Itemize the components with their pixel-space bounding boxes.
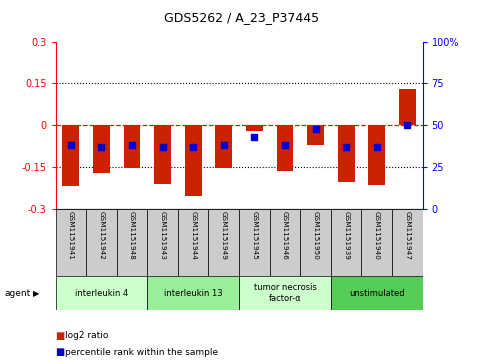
Text: GSM1151950: GSM1151950	[313, 211, 319, 260]
Bar	[331, 276, 423, 310]
Bar	[147, 209, 178, 276]
Point	[128, 142, 136, 148]
Point	[373, 144, 381, 150]
Text: GSM1151940: GSM1151940	[374, 211, 380, 260]
Point	[189, 144, 197, 150]
Bar	[124, 125, 141, 168]
Bar	[369, 125, 385, 185]
Text: GSM1151942: GSM1151942	[99, 211, 104, 260]
Bar	[93, 125, 110, 172]
Text: percentile rank within the sample: percentile rank within the sample	[65, 348, 218, 356]
Bar	[56, 276, 147, 310]
Text: GSM1151948: GSM1151948	[129, 211, 135, 260]
Text: ■: ■	[56, 347, 65, 357]
Bar	[239, 276, 331, 310]
Bar	[246, 125, 263, 131]
Bar	[239, 209, 270, 276]
Bar	[62, 125, 79, 187]
Bar	[215, 125, 232, 168]
Text: GSM1151944: GSM1151944	[190, 211, 196, 260]
Text: GSM1151947: GSM1151947	[404, 211, 411, 260]
Text: GSM1151943: GSM1151943	[159, 211, 166, 260]
Bar	[392, 209, 423, 276]
Text: GSM1151941: GSM1151941	[68, 211, 74, 260]
Bar	[300, 209, 331, 276]
Text: interleukin 4: interleukin 4	[75, 289, 128, 298]
Point	[403, 122, 411, 128]
Bar	[154, 125, 171, 184]
Text: ■: ■	[56, 331, 65, 341]
Text: interleukin 13: interleukin 13	[164, 289, 223, 298]
Bar	[117, 209, 147, 276]
Bar	[361, 209, 392, 276]
Text: GSM1151949: GSM1151949	[221, 211, 227, 260]
Point	[312, 126, 319, 131]
Point	[281, 142, 289, 148]
Bar	[209, 209, 239, 276]
Bar	[277, 125, 293, 171]
Text: log2 ratio: log2 ratio	[65, 331, 109, 340]
Bar	[307, 125, 324, 145]
Text: GSM1151939: GSM1151939	[343, 211, 349, 260]
Point	[220, 142, 227, 148]
Text: GSM1151946: GSM1151946	[282, 211, 288, 260]
Bar	[270, 209, 300, 276]
Point	[342, 144, 350, 150]
Text: unstimulated: unstimulated	[349, 289, 405, 298]
Text: ▶: ▶	[33, 289, 40, 298]
Bar	[399, 89, 416, 125]
Point	[251, 134, 258, 140]
Bar	[56, 209, 86, 276]
Text: tumor necrosis
factor-α: tumor necrosis factor-α	[254, 284, 316, 303]
Point	[67, 142, 75, 148]
Text: agent: agent	[5, 289, 31, 298]
Point	[98, 144, 105, 150]
Text: GDS5262 / A_23_P37445: GDS5262 / A_23_P37445	[164, 11, 319, 24]
Bar	[147, 276, 239, 310]
Bar	[331, 209, 361, 276]
Bar	[86, 209, 117, 276]
Bar	[338, 125, 355, 182]
Point	[159, 144, 167, 150]
Bar	[185, 125, 201, 196]
Text: GSM1151945: GSM1151945	[251, 211, 257, 260]
Bar	[178, 209, 209, 276]
